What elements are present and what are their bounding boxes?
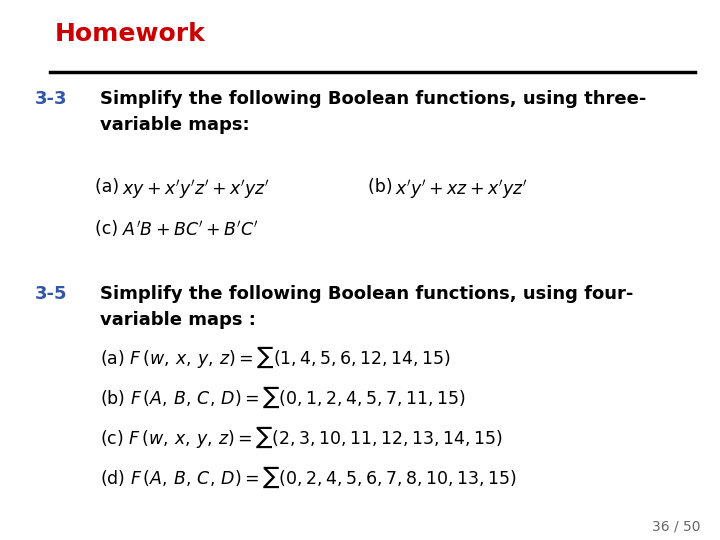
Text: 3-3: 3-3 — [35, 90, 68, 108]
Text: $A'B + BC' + B'C'$: $A'B + BC' + B'C'$ — [122, 220, 259, 239]
Text: Homework: Homework — [55, 22, 206, 46]
Text: $x'y' + xz + x'yz'$: $x'y' + xz + x'yz'$ — [395, 178, 528, 201]
Text: (a): (a) — [95, 178, 125, 196]
Text: Simplify the following Boolean functions, using four-
variable maps :: Simplify the following Boolean functions… — [100, 285, 634, 329]
Text: (a) $F\,(w,\,x,\,y,\,z) = \sum(1, 4, 5, 6, 12, 14, 15)$: (a) $F\,(w,\,x,\,y,\,z) = \sum(1, 4, 5, … — [100, 345, 451, 370]
Text: (d) $F\,(A,\,B,\,C,\,D) = \sum(0, 2, 4, 5, 6, 7, 8, 10, 13, 15)$: (d) $F\,(A,\,B,\,C,\,D) = \sum(0, 2, 4, … — [100, 465, 517, 490]
Text: (c) $F\,(w,\,x,\,y,\,z) = \sum(2, 3, 10, 11, 12, 13, 14, 15)$: (c) $F\,(w,\,x,\,y,\,z) = \sum(2, 3, 10,… — [100, 425, 503, 450]
Text: Simplify the following Boolean functions, using three-
variable maps:: Simplify the following Boolean functions… — [100, 90, 647, 134]
Text: $xy + x'y'z' + x'yz'$: $xy + x'y'z' + x'yz'$ — [122, 178, 270, 201]
Text: (b) $F\,(A,\,B,\,C,\,D) = \sum(0, 1, 2, 4, 5, 7, 11, 15)$: (b) $F\,(A,\,B,\,C,\,D) = \sum(0, 1, 2, … — [100, 385, 466, 410]
Text: (c): (c) — [95, 220, 124, 238]
Text: 3-5: 3-5 — [35, 285, 68, 303]
Text: 36 / 50: 36 / 50 — [652, 520, 700, 534]
Text: (b): (b) — [368, 178, 398, 196]
